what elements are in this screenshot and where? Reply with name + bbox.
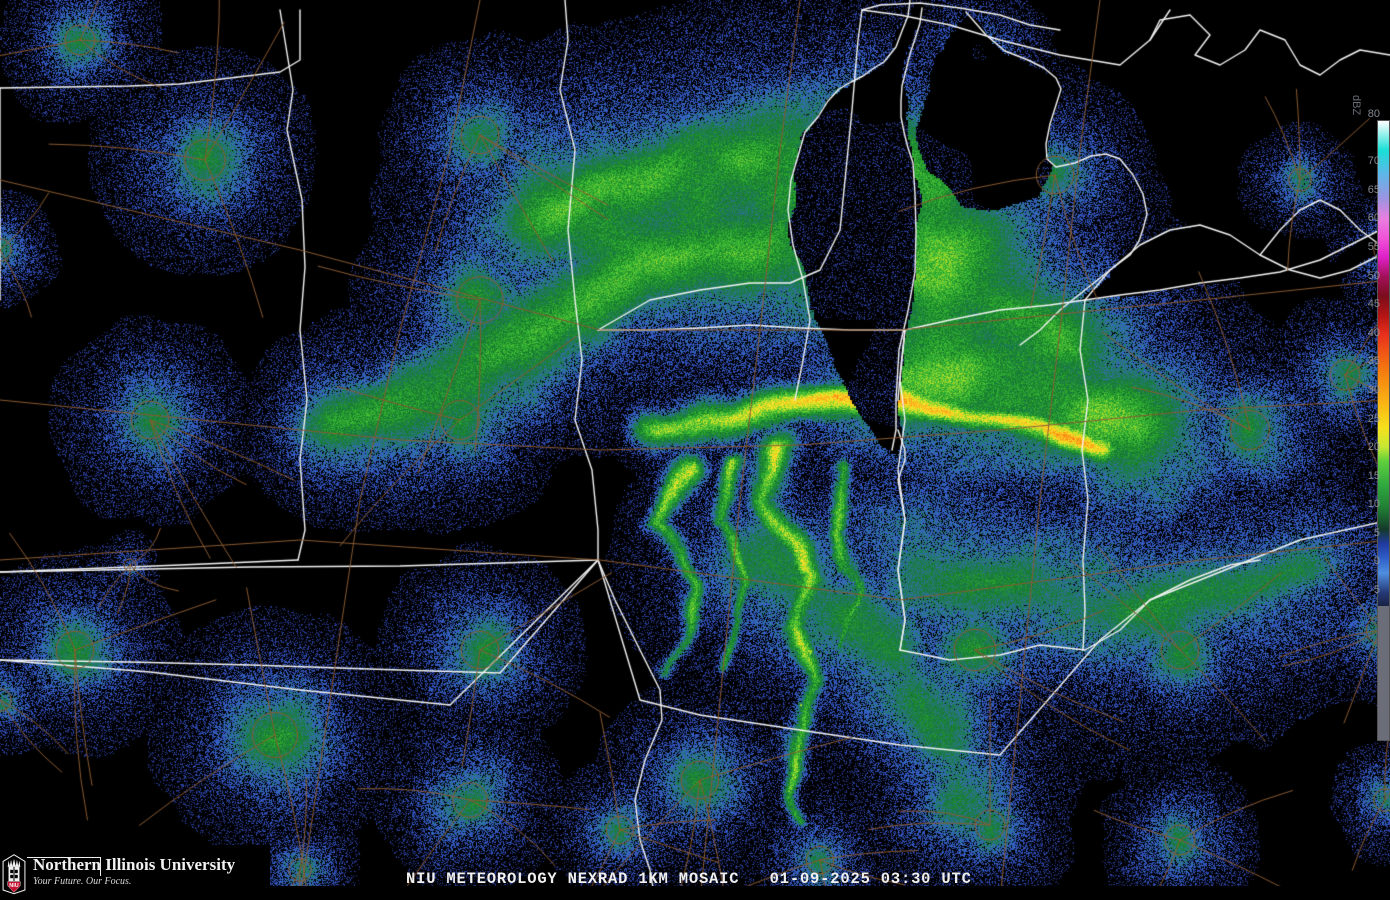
svg-text:NIU: NIU xyxy=(9,883,18,889)
